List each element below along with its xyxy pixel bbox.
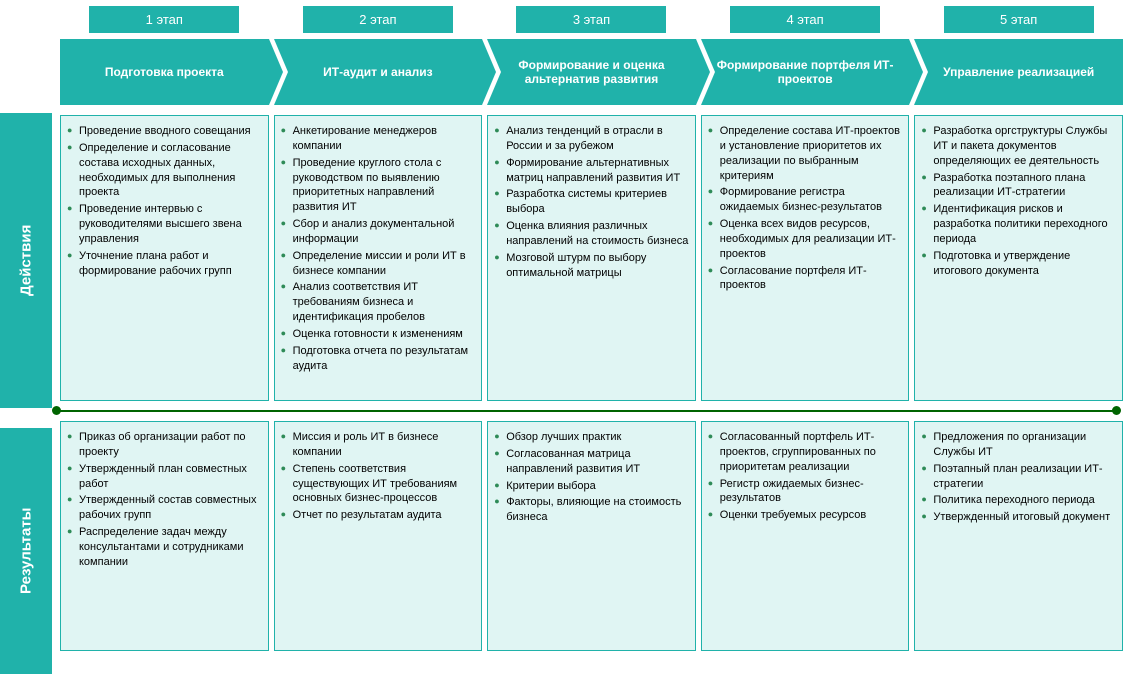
stage-title-arrow: Управление реализацией [914, 39, 1123, 105]
list-item: Проведение вводного совещания [65, 124, 262, 139]
results-box: Обзор лучших практик Согласованная матриц… [487, 421, 696, 651]
divider-dot [52, 406, 61, 415]
list-item: Анализ соответствия ИТ требованиям бизне… [279, 280, 476, 325]
list-item: Утвержденный итоговый документ [919, 510, 1116, 525]
actions-box: Анкетирование менеджеров компанииПроведе… [274, 115, 483, 401]
list-item: Анализ тенденций в отрасли в России и за… [492, 124, 689, 154]
divider-line [54, 410, 1119, 412]
results-row: Приказ об организации работ по проектуУт… [60, 421, 1123, 651]
stage-title-arrow: Формирование портфеля ИТ-проектов [701, 39, 910, 105]
list-item: Оценки требуемых ресурсов [706, 508, 903, 523]
list-item: Идентификация рисков и разработка полити… [919, 202, 1116, 247]
list-item: Проведение интервью с руководителями выс… [65, 202, 262, 247]
stage-headers-row: 1 этап 2 этап 3 этап 4 этап 5 этап [60, 6, 1123, 39]
list-item: Формирование альтернативных матриц напра… [492, 156, 689, 186]
list-item: Анкетирование менеджеров компании [279, 124, 476, 154]
results-box: Согласованный портфель ИТ-проектов, сгру… [701, 421, 910, 651]
list-item: Отчет по результатам аудита [279, 508, 476, 523]
list-item: Сбор и анализ документальной информации [279, 217, 476, 247]
actions-box: Анализ тенденций в отрасли в России и за… [487, 115, 696, 401]
list-item: Определение и согласование состава исход… [65, 141, 262, 200]
list-item: Распределение задач между консультантами… [65, 525, 262, 570]
list-item: Оценка всех видов ресурсов, необходимых … [706, 217, 903, 262]
actions-row: Проведение вводного совещания Определение… [60, 115, 1123, 401]
list-item: Согласованная матрица направлений развит… [492, 447, 689, 477]
list-item: Разработка оргструктуры Службы ИТ и паке… [919, 124, 1116, 169]
stage-number: 3 этап [516, 6, 666, 33]
list-item: Утвержденный состав совместных рабочих г… [65, 493, 262, 523]
list-item: Политика переходного периода [919, 493, 1116, 508]
list-item: Формирование регистра ожидаемых бизнес-р… [706, 185, 903, 215]
side-label-results: Результаты [0, 428, 52, 674]
list-item: Приказ об организации работ по проекту [65, 430, 262, 460]
divider-dot [1112, 406, 1121, 415]
results-box: Миссия и роль ИТ в бизнесе компанииСтепе… [274, 421, 483, 651]
list-item: Факторы, влияющие на стоимость бизнеса [492, 495, 689, 525]
stage-title-arrow: Формирование и оценка альтернатив развит… [487, 39, 696, 105]
stage-number: 1 этап [89, 6, 239, 33]
list-item: Проведение круглого стола с руководством… [279, 156, 476, 215]
list-item: Подготовка отчета по результатам аудита [279, 344, 476, 374]
stage-title-arrow: ИТ-аудит и анализ [274, 39, 483, 105]
stage-titles-row: Подготовка проекта ИТ-аудит и анализ Фор… [60, 39, 1123, 115]
list-item: Уточнение плана работ и формирование раб… [65, 249, 262, 279]
list-item: Согласование портфеля ИТ-проектов [706, 264, 903, 294]
stage-title-arrow: Подготовка проекта [60, 39, 269, 105]
stage-number: 4 этап [730, 6, 880, 33]
list-item: Утвержденный план совместных работ [65, 462, 262, 492]
list-item: Поэтапный план реализации ИТ-стратегии [919, 462, 1116, 492]
list-item: Определение состава ИТ-проектов и устано… [706, 124, 903, 183]
list-item: Мозговой штурм по выбору оптимальной мат… [492, 251, 689, 281]
list-item: Согласованный портфель ИТ-проектов, сгру… [706, 430, 903, 475]
stage-number: 5 этап [944, 6, 1094, 33]
list-item: Оценка влияния различных направлений на … [492, 219, 689, 249]
actions-box: Определение состава ИТ-проектов и устано… [701, 115, 910, 401]
side-labels: Действия Результаты [0, 0, 52, 674]
actions-box: Разработка оргструктуры Службы ИТ и паке… [914, 115, 1123, 401]
list-item: Предложения по организации Службы ИТ [919, 430, 1116, 460]
list-item: Разработка системы критериев выбора [492, 187, 689, 217]
results-box: Приказ об организации работ по проектуУт… [60, 421, 269, 651]
list-item: Обзор лучших практик [492, 430, 689, 445]
list-item: Оценка готовности к изменениям [279, 327, 476, 342]
list-item: Миссия и роль ИТ в бизнесе компании [279, 430, 476, 460]
results-box: Предложения по организации Службы ИТПоэт… [914, 421, 1123, 651]
list-item: Регистр ожидаемых бизнес-результатов [706, 477, 903, 507]
diagram-root: Действия Результаты 1 этап 2 этап 3 этап… [0, 0, 1123, 674]
list-item: Определение миссии и роли ИТ в бизнесе к… [279, 249, 476, 279]
list-item: Разработка поэтапного плана реализации И… [919, 171, 1116, 201]
list-item: Подготовка и утверждение итогового докум… [919, 249, 1116, 279]
list-item: Критерии выбора [492, 479, 689, 494]
divider [60, 401, 1123, 421]
stage-number: 2 этап [303, 6, 453, 33]
main-grid: 1 этап 2 этап 3 этап 4 этап 5 этап Подго… [52, 0, 1123, 674]
list-item: Степень соответствия существующих ИТ тре… [279, 462, 476, 507]
actions-box: Проведение вводного совещания Определение… [60, 115, 269, 401]
side-label-actions: Действия [0, 113, 52, 408]
